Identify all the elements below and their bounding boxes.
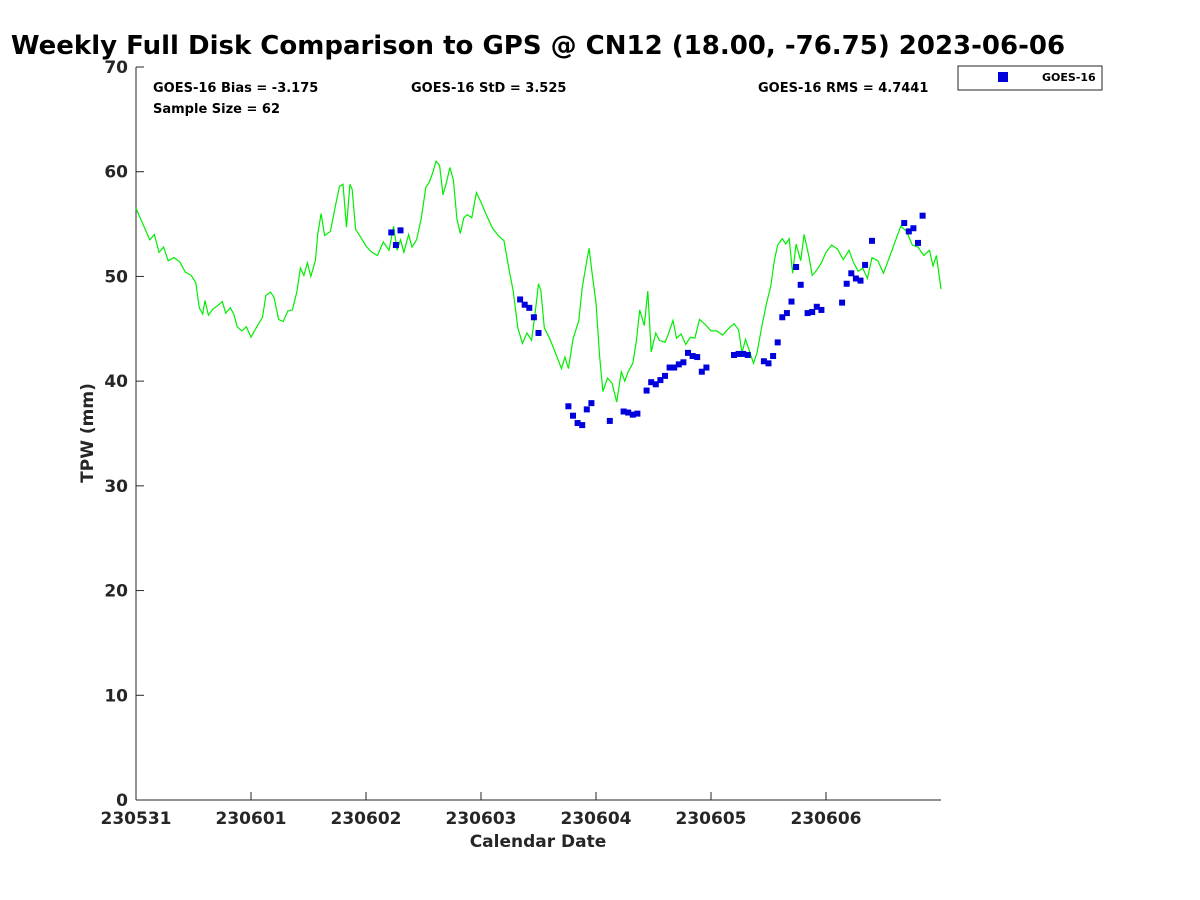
y-tick-label: 10	[104, 686, 128, 706]
goes16-point	[388, 229, 395, 236]
goes16-point	[910, 225, 917, 232]
x-tick-label: 230602	[331, 809, 402, 829]
goes16-point	[804, 310, 811, 317]
goes16-point	[852, 275, 859, 282]
goes16-point	[857, 277, 864, 284]
y-tick-label: 50	[104, 267, 128, 287]
stat-std: GOES-16 StD = 3.525	[411, 81, 566, 96]
goes16-point	[793, 264, 800, 271]
goes16-point	[685, 349, 691, 356]
goes16-point	[521, 301, 528, 308]
goes16-point	[643, 387, 650, 394]
legend-box	[957, 65, 1103, 91]
goes16-point	[694, 354, 701, 361]
series-layer	[135, 159, 942, 429]
chart-title: Weekly Full Disk Comparison to GPS @ CN1…	[11, 31, 1065, 61]
y-axis-label: TPW (mm)	[78, 383, 98, 483]
goes16-point	[680, 359, 687, 366]
goes16-point	[392, 242, 399, 249]
goes16-point	[788, 298, 795, 305]
goes16-point	[634, 410, 641, 417]
x-tick-label: 230605	[676, 809, 747, 829]
goes16-point	[588, 400, 595, 407]
goes16-point	[843, 280, 850, 287]
goes16-point	[770, 353, 777, 360]
goes16-point	[765, 360, 772, 367]
goes16-point	[657, 377, 664, 384]
y-tick-label: 30	[104, 477, 128, 497]
plot-area: 0 10 20 30 40 50 60 70 230531 230601 230602 230603…	[101, 58, 942, 829]
legend: GOES-16	[957, 65, 1103, 91]
goes16-point	[565, 403, 572, 410]
gps-series-line	[135, 159, 942, 403]
goes16-point	[535, 329, 542, 336]
goes16-point	[779, 314, 786, 321]
goes16-point	[671, 364, 678, 371]
goes16-point	[652, 381, 659, 388]
goes16-point	[915, 239, 921, 246]
goes16-point	[740, 350, 747, 357]
goes16-point	[818, 306, 825, 313]
y-tick-label: 60	[104, 163, 128, 183]
goes16-point	[698, 368, 705, 375]
goes16-point	[862, 261, 869, 268]
y-tick-label: 40	[104, 372, 128, 392]
goes16-point	[901, 220, 908, 227]
goes16-point	[813, 303, 820, 310]
goes16-point	[625, 409, 632, 416]
x-tick-label: 230601	[216, 809, 287, 829]
y-ticks: 0 10 20 30 40 50 60 70	[104, 58, 144, 811]
goes16-point	[703, 364, 710, 371]
goes16-point	[606, 417, 613, 424]
goes16-point	[919, 212, 926, 219]
goes16-point	[583, 406, 590, 413]
y-tick-label: 70	[104, 58, 128, 78]
stat-rms: GOES-16 RMS = 4.7441	[758, 81, 928, 96]
y-tick-label: 20	[104, 582, 128, 602]
stat-bias: GOES-16 Bias = -3.175	[153, 81, 318, 96]
goes16-point	[774, 339, 781, 346]
y-tick-label: 0	[116, 791, 128, 811]
x-tick-label: 230603	[446, 809, 517, 829]
goes16-point	[905, 228, 912, 235]
goes16-point	[675, 361, 682, 368]
legend-marker-goes16	[998, 72, 1008, 82]
legend-label-goes16: GOES-16	[1042, 71, 1096, 84]
goes16-point	[869, 237, 875, 244]
goes16-point	[648, 379, 655, 386]
goes16-point	[809, 309, 816, 316]
goes16-point	[397, 227, 404, 234]
x-tick-label: 230604	[561, 809, 632, 829]
goes16-point	[839, 299, 846, 306]
goes16-point	[760, 358, 767, 365]
goes16-point	[783, 310, 790, 317]
goes16-point	[579, 422, 586, 429]
goes16-point	[731, 351, 737, 358]
goes16-point	[570, 412, 576, 419]
goes16-point	[629, 411, 636, 418]
goes16-point	[689, 353, 696, 360]
x-ticks: 230531 230601 230602 230603 230604 230605 2306…	[101, 792, 862, 829]
x-axis-label: Calendar Date	[470, 832, 607, 852]
goes16-point	[620, 408, 627, 415]
x-tick-label: 230606	[791, 809, 862, 829]
stat-sample-size: Sample Size = 62	[153, 102, 280, 117]
goes16-point	[526, 304, 533, 311]
goes16-point	[666, 364, 673, 371]
x-tick-label: 230531	[101, 809, 172, 829]
goes16-point	[517, 296, 524, 303]
goes16-point	[848, 270, 855, 277]
goes16-point	[574, 420, 581, 427]
goes16-point	[530, 314, 537, 321]
goes16-point	[735, 350, 742, 357]
goes16-point	[744, 351, 751, 358]
goes16-point	[797, 281, 804, 288]
goes16-point	[662, 372, 668, 379]
